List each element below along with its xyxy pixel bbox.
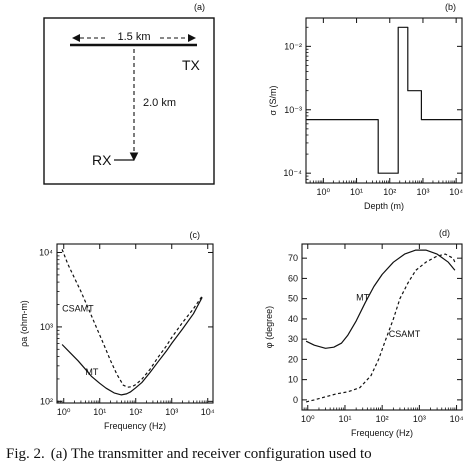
x-tick-label: 10⁰ [301,414,315,424]
y-tick-label: 10⁴ [39,247,53,257]
caption-text: (a) The transmitter and receiver configu… [50,446,372,462]
y-tick-label: 30 [288,334,298,344]
x-tick-label: 10⁰ [57,407,71,417]
series-annotation: MT [356,293,369,303]
y-tick-label: 10⁻⁴ [283,168,302,178]
x-axis-label: Frequency (Hz) [351,428,413,438]
panel-a-frame [43,17,215,185]
y-tick-label: 0 [293,395,298,405]
x-tick-label: 10¹ [338,414,351,424]
series-annotation: MT [85,367,98,377]
series-line-csamt [305,253,456,403]
caption-fig-label: Fig. 2. [6,446,45,462]
x-tick-label: 10³ [165,407,178,417]
y-tick-label: 10² [40,396,53,406]
y-tick-label: 20 [288,354,298,364]
x-axis-label: Frequency (Hz) [104,421,166,431]
panel-a-tag: (a) [194,2,205,12]
panel-a: (a) 1.5 km TX 2.0 km RX [43,2,215,185]
plot-frame [301,243,463,411]
y-tick-label: 70 [288,253,298,263]
length-label: 1.5 km [117,31,150,43]
x-tick-label: 10² [383,187,396,197]
rx-label: RX [92,152,112,168]
y-tick-label: 10 [288,375,298,385]
x-tick-label: 10¹ [93,407,106,417]
series-annotation: CSAMT [389,329,421,339]
x-tick-label: 10³ [413,414,426,424]
series-line-mt [61,297,203,396]
figure: (a) 1.5 km TX 2.0 km RX (b) 10⁰ 10¹ 10² 10³ 1… [19,2,464,438]
distance-label: 2.0 km [143,97,176,109]
series-annotation: CSAMT [62,304,94,314]
y-axis-label: ρa (ohm-m) [19,300,29,347]
series-line-profile [306,26,462,174]
panel-b-chart: (b) 10⁰ 10¹ 10² 10³ 10⁴ 10⁻⁴ 10⁻³ 10⁻² Depth (m) σ… [268,2,463,211]
x-tick-label: 10³ [416,187,429,197]
y-tick-label: 60 [288,273,298,283]
panel-c-chart: (c) 10⁰ 10¹ 10² 10³ 10⁴ 10² 10³ 10⁴ Frequency (Hz… [19,230,215,431]
x-tick-label: 10⁴ [450,414,464,424]
panel-d-chart: (d) 10⁰ 10¹ 10² 10³ 10⁴ 0 10 20 30 40 50 60 70 Frequen… [264,228,464,438]
panel-tag: (b) [445,2,456,12]
y-tick-label: 40 [288,314,298,324]
x-tick-label: 10¹ [350,187,363,197]
y-axis-label: σ (S/m) [268,85,278,115]
y-tick-label: 50 [288,294,298,304]
y-tick-label: 10³ [40,322,53,332]
y-tick-label: 10⁻³ [284,105,302,115]
x-tick-label: 10² [129,407,142,417]
plot-frame [305,17,463,184]
panel-tag: (c) [190,230,201,240]
x-axis-label: Depth (m) [364,201,404,211]
panel-tag: (d) [439,228,450,238]
tx-label: TX [182,57,201,73]
x-tick-label: 10⁰ [317,187,331,197]
y-tick-label: 10⁻² [284,41,302,51]
series-line-mt [305,249,456,349]
figure-caption: Fig. 2. (a) The transmitter and receiver … [0,446,474,466]
plot-frame [56,243,214,404]
x-tick-label: 10⁴ [201,407,215,417]
x-tick-label: 10² [376,414,389,424]
x-tick-label: 10⁴ [449,187,463,197]
y-axis-label: φ (degree) [264,306,274,348]
